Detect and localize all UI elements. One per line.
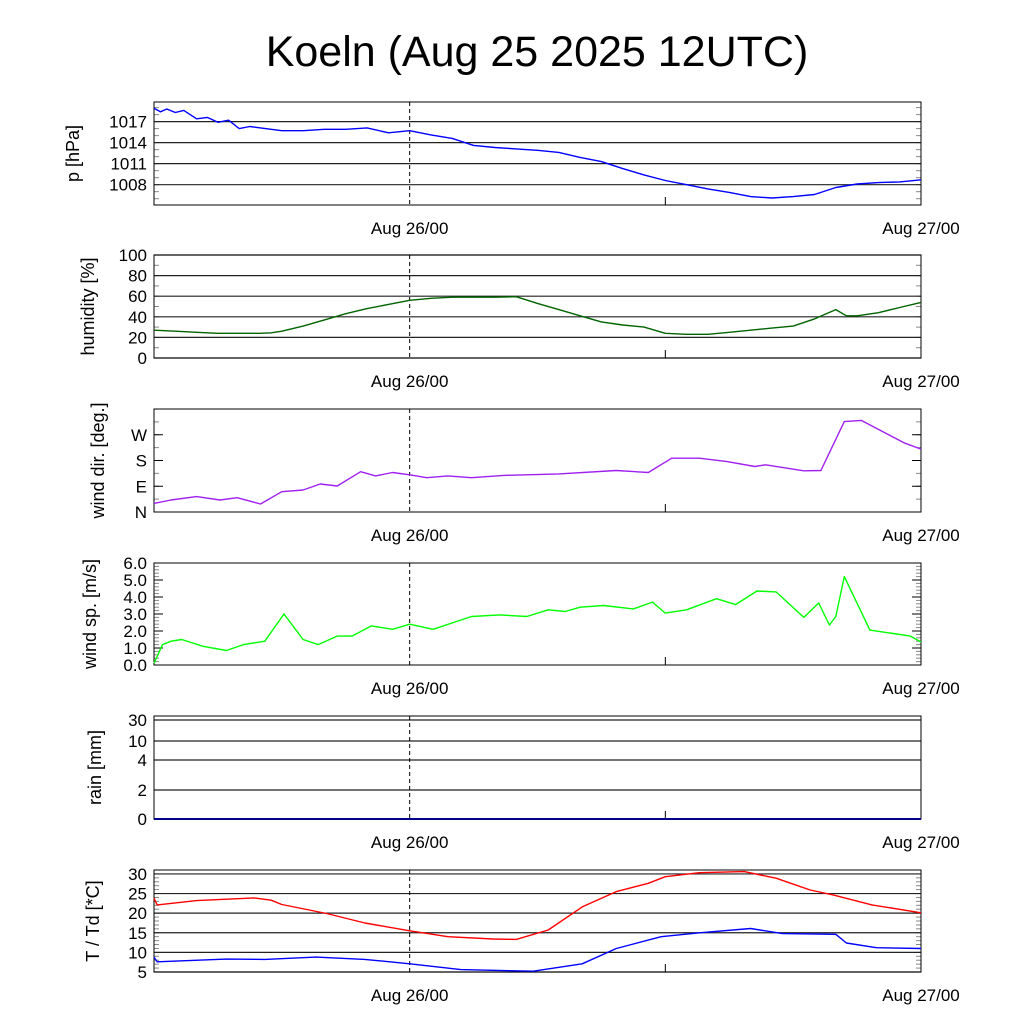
y-axis-label: rain [mm]: [85, 730, 105, 805]
panel-wind_speed: 0.01.02.03.04.05.06.0 wind sp. [m/s] Aug 2…: [80, 554, 960, 698]
x-tick-label: Aug 26/00: [371, 372, 449, 391]
y-tick-label: 30: [128, 711, 147, 730]
plot-frame: [153, 101, 922, 206]
x-tick-label: Aug 26/00: [371, 219, 449, 238]
plot-frame: [153, 254, 922, 359]
y-tick-label: 5: [138, 963, 147, 982]
series-line-pressure: [153, 107, 922, 199]
y-tick-label: 20: [128, 904, 147, 923]
y-tick-label: 10: [128, 732, 147, 751]
x-tick-label: Aug 26/00: [371, 526, 449, 545]
y-tick-label: 80: [128, 267, 147, 286]
y-tick-label: 60: [128, 287, 147, 306]
y-tick-label: 2: [138, 781, 147, 800]
series-line-t: [153, 870, 922, 941]
y-axis-label: wind dir. [deg.]: [88, 402, 108, 519]
y-tick-label: S: [136, 452, 147, 471]
y-axis-label: wind sp. [m/s]: [80, 559, 100, 670]
series-line-humidity: [153, 296, 922, 335]
y-tick-label: 5.0: [123, 571, 147, 590]
y-axis-label: p [hPa]: [63, 125, 83, 182]
chart-title: Koeln (Aug 25 2025 12UTC): [266, 28, 809, 76]
y-tick-label: 0.0: [123, 656, 147, 675]
plot-frame: [153, 715, 922, 820]
panel-rain: 0 2 410 30 rain [mm] Aug 26/00 Aug 27/00: [85, 711, 960, 852]
y-tick-label: 1011: [110, 155, 147, 174]
y-axis-label: T / Td [*C]: [83, 880, 103, 961]
y-tick-label: 4: [138, 751, 147, 770]
y-tick-label: 0: [138, 810, 147, 829]
x-tick-label: Aug 27/00: [882, 986, 960, 1005]
y-tick-label: E: [136, 477, 147, 496]
plot-frame: [153, 562, 922, 666]
y-tick-label: 10: [128, 943, 147, 962]
x-tick-label: Aug 26/00: [371, 833, 449, 852]
y-tick-label: 15: [128, 924, 147, 943]
y-tick-label: 6.0: [123, 554, 147, 573]
y-tick-label: 3.0: [123, 605, 147, 624]
y-tick-label: N: [135, 503, 147, 522]
panel-pressure: 1017 1014 1011 1008 p [hPa] Aug 26/00 Aug 27/0…: [63, 101, 960, 238]
y-tick-label: 1.0: [123, 639, 147, 658]
x-tick-label: Aug 26/00: [371, 679, 449, 698]
x-tick-label: Aug 27/00: [882, 372, 960, 391]
y-tick-label: 4.0: [123, 588, 147, 607]
x-tick-label: Aug 27/00: [882, 833, 960, 852]
y-tick-label: 1014: [109, 134, 147, 153]
y-tick-label: 1008: [109, 176, 147, 195]
y-tick-label: W: [131, 426, 147, 445]
y-tick-label: 30: [128, 865, 147, 884]
y-tick-label: 100: [119, 246, 147, 265]
y-tick-label: 2.0: [123, 622, 147, 641]
plot-frame: [153, 869, 922, 973]
series-line-wind-speed: [153, 575, 922, 664]
series-line-wind-direction: [153, 419, 922, 505]
y-tick-label: 20: [128, 328, 147, 347]
x-tick-label: Aug 26/00: [371, 986, 449, 1005]
series-line-td: [153, 927, 922, 972]
plot-frame: [153, 408, 922, 513]
y-tick-label: 25: [128, 885, 147, 904]
y-tick-label: 40: [128, 308, 147, 327]
y-tick-label: 0: [138, 349, 147, 368]
x-tick-label: Aug 27/00: [882, 679, 960, 698]
x-tick-label: Aug 27/00: [882, 526, 960, 545]
y-axis-label: humidity [%]: [78, 257, 98, 355]
x-tick-label: Aug 27/00: [882, 219, 960, 238]
y-tick-label: 1017: [109, 113, 147, 132]
